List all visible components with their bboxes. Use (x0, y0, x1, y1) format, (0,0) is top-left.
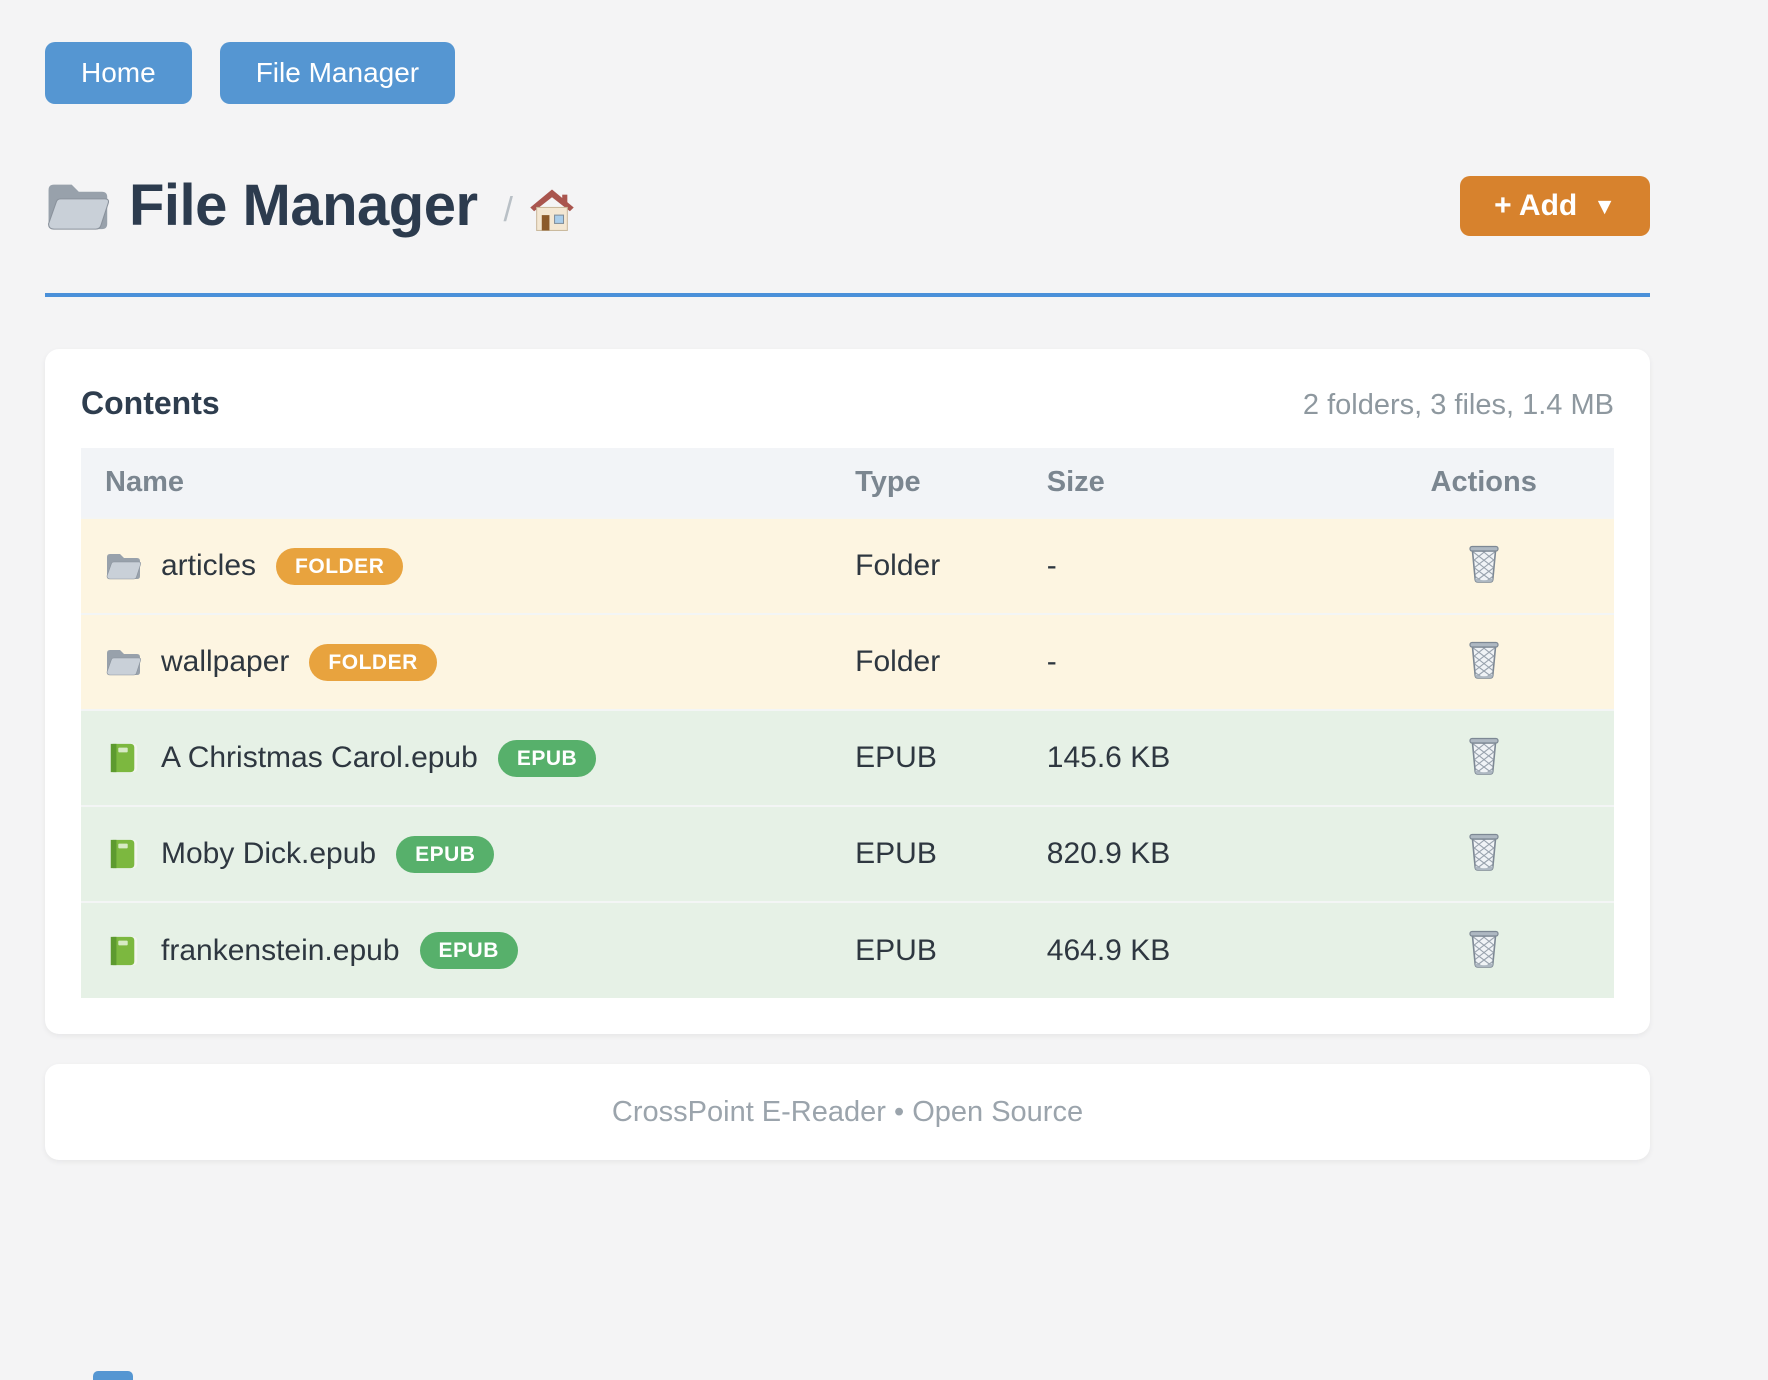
folder-icon (106, 649, 141, 676)
type-badge: FOLDER (276, 547, 404, 585)
file-name-group[interactable]: wallpaper FOLDER (81, 643, 855, 681)
type-cell: EPUB (855, 901, 1047, 998)
delete-button[interactable] (1462, 539, 1506, 589)
green-book-icon (110, 936, 138, 965)
column-header-name: Name (105, 466, 184, 498)
type-cell: Folder (855, 517, 1047, 614)
page-title: File Manager (129, 173, 478, 238)
file-name: frankenstein.epub (161, 933, 400, 967)
trash-icon (1466, 831, 1502, 873)
table-body: articles FOLDER Folder - wallpaper FOLDE… (81, 517, 1614, 998)
size-cell: 820.9 KB (1046, 805, 1354, 902)
page-container: Home File Manager File Manager / + Add ▼… (45, 0, 1650, 1160)
trash-icon (1466, 928, 1502, 970)
folder-icon (106, 553, 141, 580)
trash-icon (1466, 735, 1502, 777)
size-cell: - (1046, 517, 1354, 614)
file-name: articles (161, 549, 257, 582)
file-table: Name Type Size Actions articles FOLDER F… (81, 448, 1614, 998)
page-header: File Manager / + Add ▼ (45, 172, 1650, 239)
row-actions (1353, 901, 1614, 998)
type-cell: EPUB (855, 709, 1047, 806)
size-cell: - (1046, 613, 1354, 710)
file-name: Moby Dick.epub (161, 837, 377, 870)
green-book-icon (110, 743, 138, 773)
type-cell: Folder (855, 613, 1047, 710)
green-book-icon (110, 839, 138, 869)
row-actions (1353, 613, 1614, 710)
contents-title: Contents (81, 385, 220, 421)
trash-icon (1466, 639, 1502, 681)
breadcrumb-nav: Home File Manager (45, 0, 1650, 104)
caret-down-icon: ▼ (1593, 193, 1616, 219)
file-name: A Christmas Carol.epub (161, 741, 478, 774)
folder-icon (48, 183, 109, 230)
table-row[interactable]: Moby Dick.epub EPUB EPUB 820.9 KB (81, 805, 1614, 902)
delete-button[interactable] (1462, 731, 1506, 781)
add-button[interactable]: + Add ▼ (1460, 175, 1650, 236)
cutoff-button-fragment[interactable] (93, 1371, 133, 1380)
column-header-size: Size (1046, 466, 1105, 498)
column-header-type: Type (855, 466, 921, 498)
file-name-group[interactable]: A Christmas Carol.epub EPUB (81, 739, 855, 777)
table-row[interactable]: A Christmas Carol.epub EPUB EPUB 145.6 K… (81, 709, 1614, 806)
table-header-row: Name Type Size Actions (81, 448, 1614, 518)
file-name-group[interactable]: articles FOLDER (81, 547, 855, 585)
breadcrumb-separator: / (503, 191, 513, 229)
house-icon[interactable] (529, 188, 575, 232)
type-badge: FOLDER (309, 643, 437, 681)
type-badge: EPUB (396, 835, 495, 873)
nav-button-home[interactable]: Home (45, 42, 192, 104)
file-name-group[interactable]: Moby Dick.epub EPUB (81, 835, 855, 873)
delete-button[interactable] (1462, 635, 1506, 685)
row-actions (1353, 709, 1614, 806)
row-actions (1353, 517, 1614, 614)
trash-icon (1466, 543, 1502, 585)
contents-summary: 2 folders, 3 files, 1.4 MB (1302, 389, 1614, 421)
contents-card-header: Contents 2 folders, 3 files, 1.4 MB (81, 385, 1614, 422)
type-cell: EPUB (855, 805, 1047, 902)
table-row[interactable]: frankenstein.epub EPUB EPUB 464.9 KB (81, 901, 1614, 998)
file-name: wallpaper (161, 645, 290, 678)
table-row[interactable]: articles FOLDER Folder - (81, 517, 1614, 614)
size-cell: 464.9 KB (1046, 901, 1354, 998)
file-name-group[interactable]: frankenstein.epub EPUB (81, 932, 855, 969)
footer-card: CrossPoint E-Reader • Open Source (45, 1064, 1650, 1160)
delete-button[interactable] (1462, 827, 1506, 877)
delete-button[interactable] (1462, 924, 1506, 974)
contents-card: Contents 2 folders, 3 files, 1.4 MB Name… (45, 349, 1650, 1034)
title-group: File Manager / (45, 172, 575, 239)
add-button-label: + Add (1494, 188, 1578, 222)
table-row[interactable]: wallpaper FOLDER Folder - (81, 613, 1614, 710)
header-divider (45, 293, 1650, 297)
column-header-actions: Actions (1430, 466, 1537, 498)
type-badge: EPUB (497, 739, 597, 777)
footer-text: CrossPoint E-Reader • Open Source (611, 1095, 1084, 1128)
size-cell: 145.6 KB (1046, 709, 1354, 806)
type-badge: EPUB (419, 932, 518, 969)
nav-button-file-manager[interactable]: File Manager (219, 42, 456, 104)
row-actions (1353, 805, 1614, 902)
